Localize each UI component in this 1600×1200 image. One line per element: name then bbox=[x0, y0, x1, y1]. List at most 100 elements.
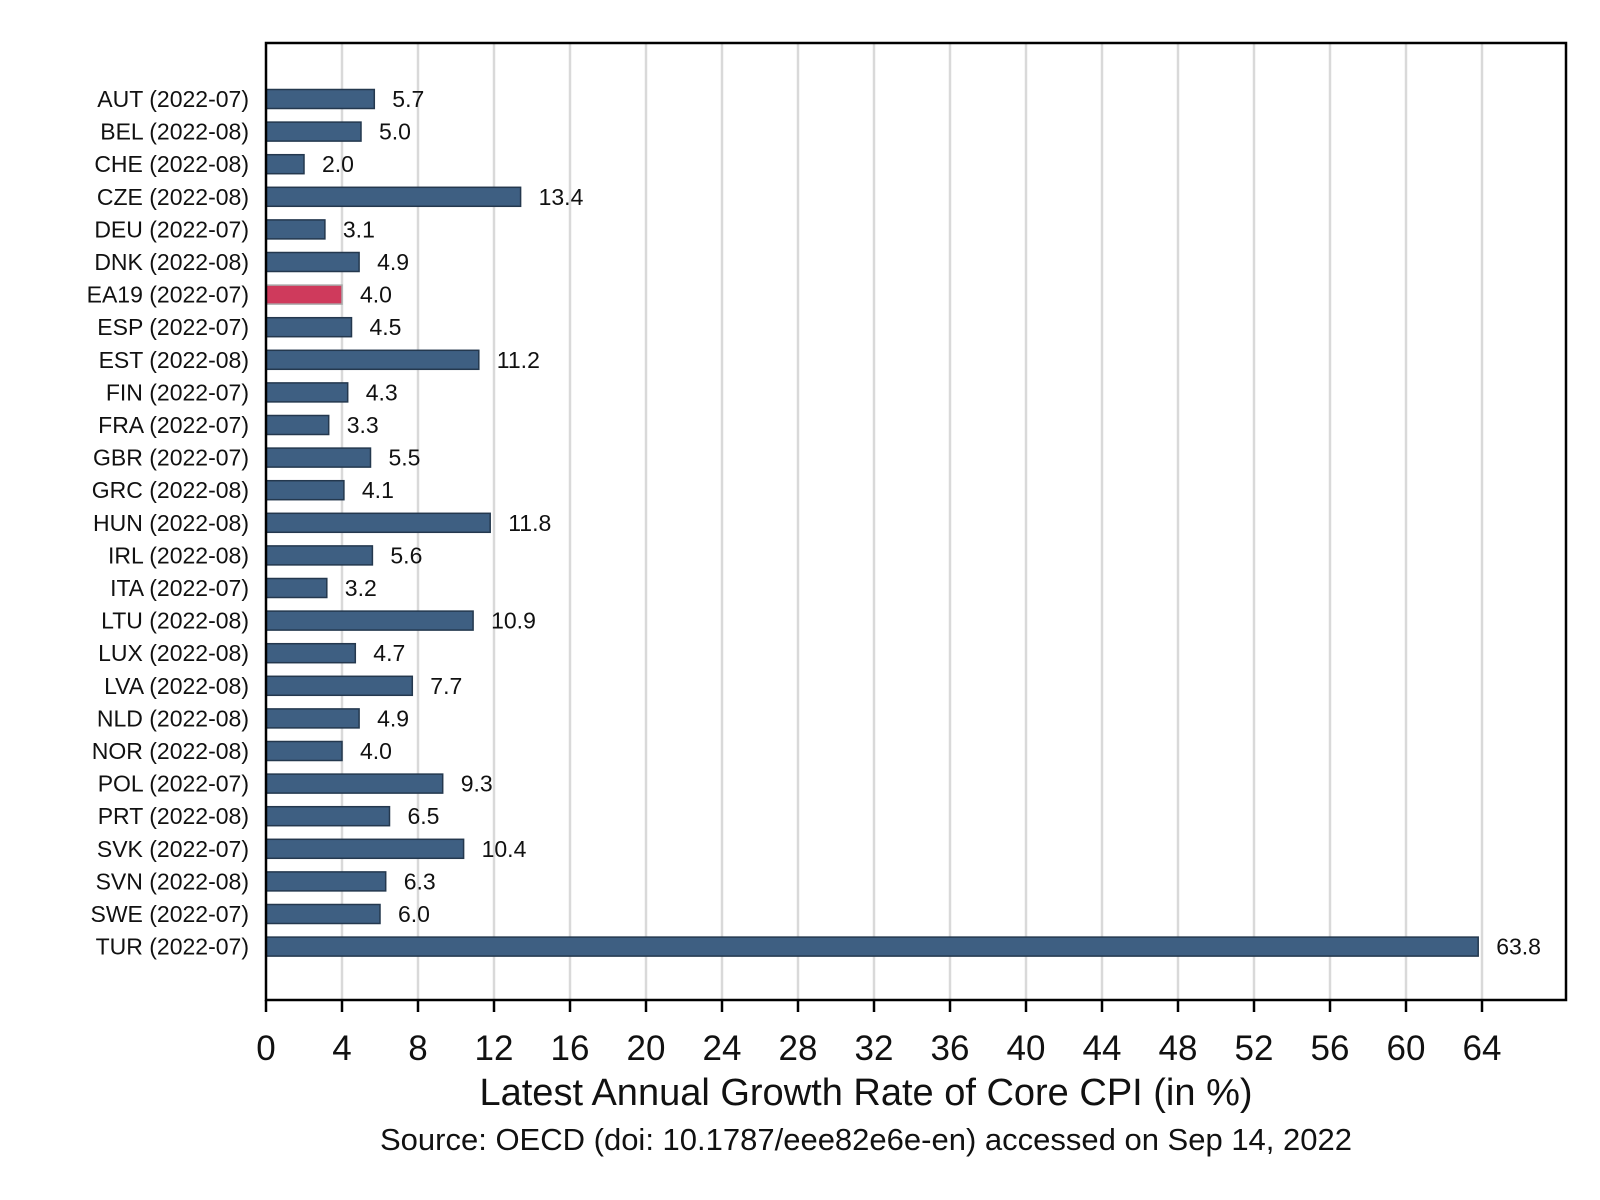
value-label: 4.5 bbox=[370, 314, 402, 340]
x-tick-label: 60 bbox=[1387, 1029, 1426, 1068]
category-label: HUN (2022-08) bbox=[93, 510, 249, 536]
value-label: 4.1 bbox=[362, 477, 394, 503]
bar bbox=[265, 642, 357, 664]
bar bbox=[265, 219, 326, 240]
category-label: PRT (2022-08) bbox=[98, 803, 249, 829]
value-label: 11.2 bbox=[497, 347, 540, 373]
x-tick-label: 28 bbox=[779, 1029, 818, 1068]
category-label: GRC (2022-08) bbox=[92, 477, 249, 503]
bar bbox=[265, 479, 345, 501]
bar bbox=[265, 610, 474, 631]
value-label: 10.4 bbox=[482, 836, 527, 862]
value-label: 4.3 bbox=[366, 379, 398, 405]
plot-frame bbox=[264, 41, 1568, 1002]
value-label: 4.0 bbox=[360, 738, 392, 764]
category-label: NLD (2022-08) bbox=[97, 705, 249, 731]
category-label: SVN (2022-08) bbox=[96, 868, 249, 894]
x-tick-label: 8 bbox=[408, 1029, 427, 1068]
value-label: 4.7 bbox=[373, 640, 405, 666]
value-label: 2.0 bbox=[322, 151, 354, 177]
source-note: Source: OECD (doi: 10.1787/eee82e6e-en) … bbox=[380, 1122, 1352, 1157]
value-label: 6.0 bbox=[398, 901, 430, 927]
bar-highlight bbox=[265, 284, 343, 305]
category-label: EA19 (2022-07) bbox=[87, 282, 249, 308]
value-label: 9.3 bbox=[461, 771, 493, 797]
bar bbox=[265, 153, 305, 175]
x-tick-label: 0 bbox=[256, 1029, 275, 1068]
bar bbox=[265, 88, 376, 110]
category-label: AUT (2022-07) bbox=[97, 86, 249, 112]
value-label: 5.7 bbox=[392, 86, 424, 112]
x-tick-label: 52 bbox=[1235, 1029, 1274, 1068]
category-label: LTU (2022-08) bbox=[101, 608, 249, 634]
category-label: TUR (2022-07) bbox=[96, 934, 249, 960]
x-tick-label: 32 bbox=[855, 1029, 894, 1068]
x-axis-ticks: 0 4 8 12 16 20 24 28 32 36 40 44 48 52 56 60 64 bbox=[256, 1000, 1501, 1068]
x-tick-label: 64 bbox=[1463, 1029, 1502, 1068]
bar bbox=[265, 838, 465, 860]
bar bbox=[265, 512, 491, 534]
value-label: 5.0 bbox=[379, 119, 411, 145]
category-label: DNK (2022-08) bbox=[94, 249, 249, 275]
x-tick-label: 12 bbox=[475, 1029, 514, 1068]
value-label: 5.5 bbox=[389, 445, 421, 471]
value-label: 11.8 bbox=[508, 510, 551, 536]
value-label: 4.9 bbox=[377, 705, 409, 731]
bars bbox=[265, 88, 1479, 957]
x-tick-label: 44 bbox=[1083, 1029, 1122, 1068]
bar bbox=[265, 545, 374, 566]
bar bbox=[265, 577, 328, 599]
bar bbox=[265, 251, 360, 273]
value-label: 6.3 bbox=[404, 868, 436, 894]
category-label: IRL (2022-08) bbox=[108, 542, 249, 568]
category-label: NOR (2022-08) bbox=[92, 738, 249, 764]
bar bbox=[265, 121, 362, 142]
bar bbox=[265, 871, 387, 892]
value-label: 4.0 bbox=[360, 282, 392, 308]
bar bbox=[265, 805, 391, 827]
category-labels: AUT (2022-07) BEL (2022-08) CHE (2022-08) C… bbox=[87, 86, 249, 960]
bar bbox=[265, 708, 360, 729]
bar bbox=[265, 382, 349, 403]
x-tick-label: 36 bbox=[931, 1029, 970, 1068]
x-tick-label: 4 bbox=[332, 1029, 351, 1068]
value-label: 13.4 bbox=[539, 184, 584, 210]
category-label: CZE (2022-08) bbox=[97, 184, 249, 210]
value-labels: 5.75.02.013.43.14.94.04.511.24.33.35.54.… bbox=[322, 86, 1541, 960]
category-label: LVA (2022-08) bbox=[104, 673, 249, 699]
bar bbox=[265, 316, 353, 338]
category-label: FIN (2022-07) bbox=[106, 379, 249, 405]
value-label: 3.3 bbox=[347, 412, 379, 438]
value-label: 6.5 bbox=[408, 803, 440, 829]
bar bbox=[265, 186, 522, 208]
category-label: BEL (2022-08) bbox=[100, 119, 249, 145]
category-label: DEU (2022-07) bbox=[94, 216, 249, 242]
bar bbox=[265, 903, 381, 925]
bar bbox=[265, 740, 343, 762]
value-label: 5.6 bbox=[390, 542, 422, 568]
x-tick-label: 40 bbox=[1007, 1029, 1046, 1068]
value-label: 3.2 bbox=[345, 575, 377, 601]
category-label: EST (2022-08) bbox=[99, 347, 249, 373]
category-label: SVK (2022-07) bbox=[97, 836, 249, 862]
x-tick-label: 16 bbox=[551, 1029, 590, 1068]
value-label: 3.1 bbox=[343, 216, 375, 242]
bar bbox=[265, 675, 414, 697]
category-label: LUX (2022-08) bbox=[98, 640, 249, 666]
x-tick-label: 20 bbox=[627, 1029, 666, 1068]
bar bbox=[265, 414, 330, 436]
value-label: 10.9 bbox=[491, 608, 536, 634]
category-label: ITA (2022-07) bbox=[110, 575, 249, 601]
category-label: GBR (2022-07) bbox=[93, 445, 249, 471]
category-label: POL (2022-07) bbox=[98, 771, 249, 797]
bar bbox=[265, 773, 444, 794]
category-label: CHE (2022-08) bbox=[94, 151, 249, 177]
x-tick-label: 56 bbox=[1311, 1029, 1350, 1068]
value-label: 4.9 bbox=[377, 249, 409, 275]
value-label: 7.7 bbox=[430, 673, 462, 699]
bar bbox=[265, 349, 480, 371]
value-label: 63.8 bbox=[1496, 934, 1541, 960]
category-label: ESP (2022-07) bbox=[97, 314, 249, 340]
bar bbox=[265, 936, 1479, 957]
